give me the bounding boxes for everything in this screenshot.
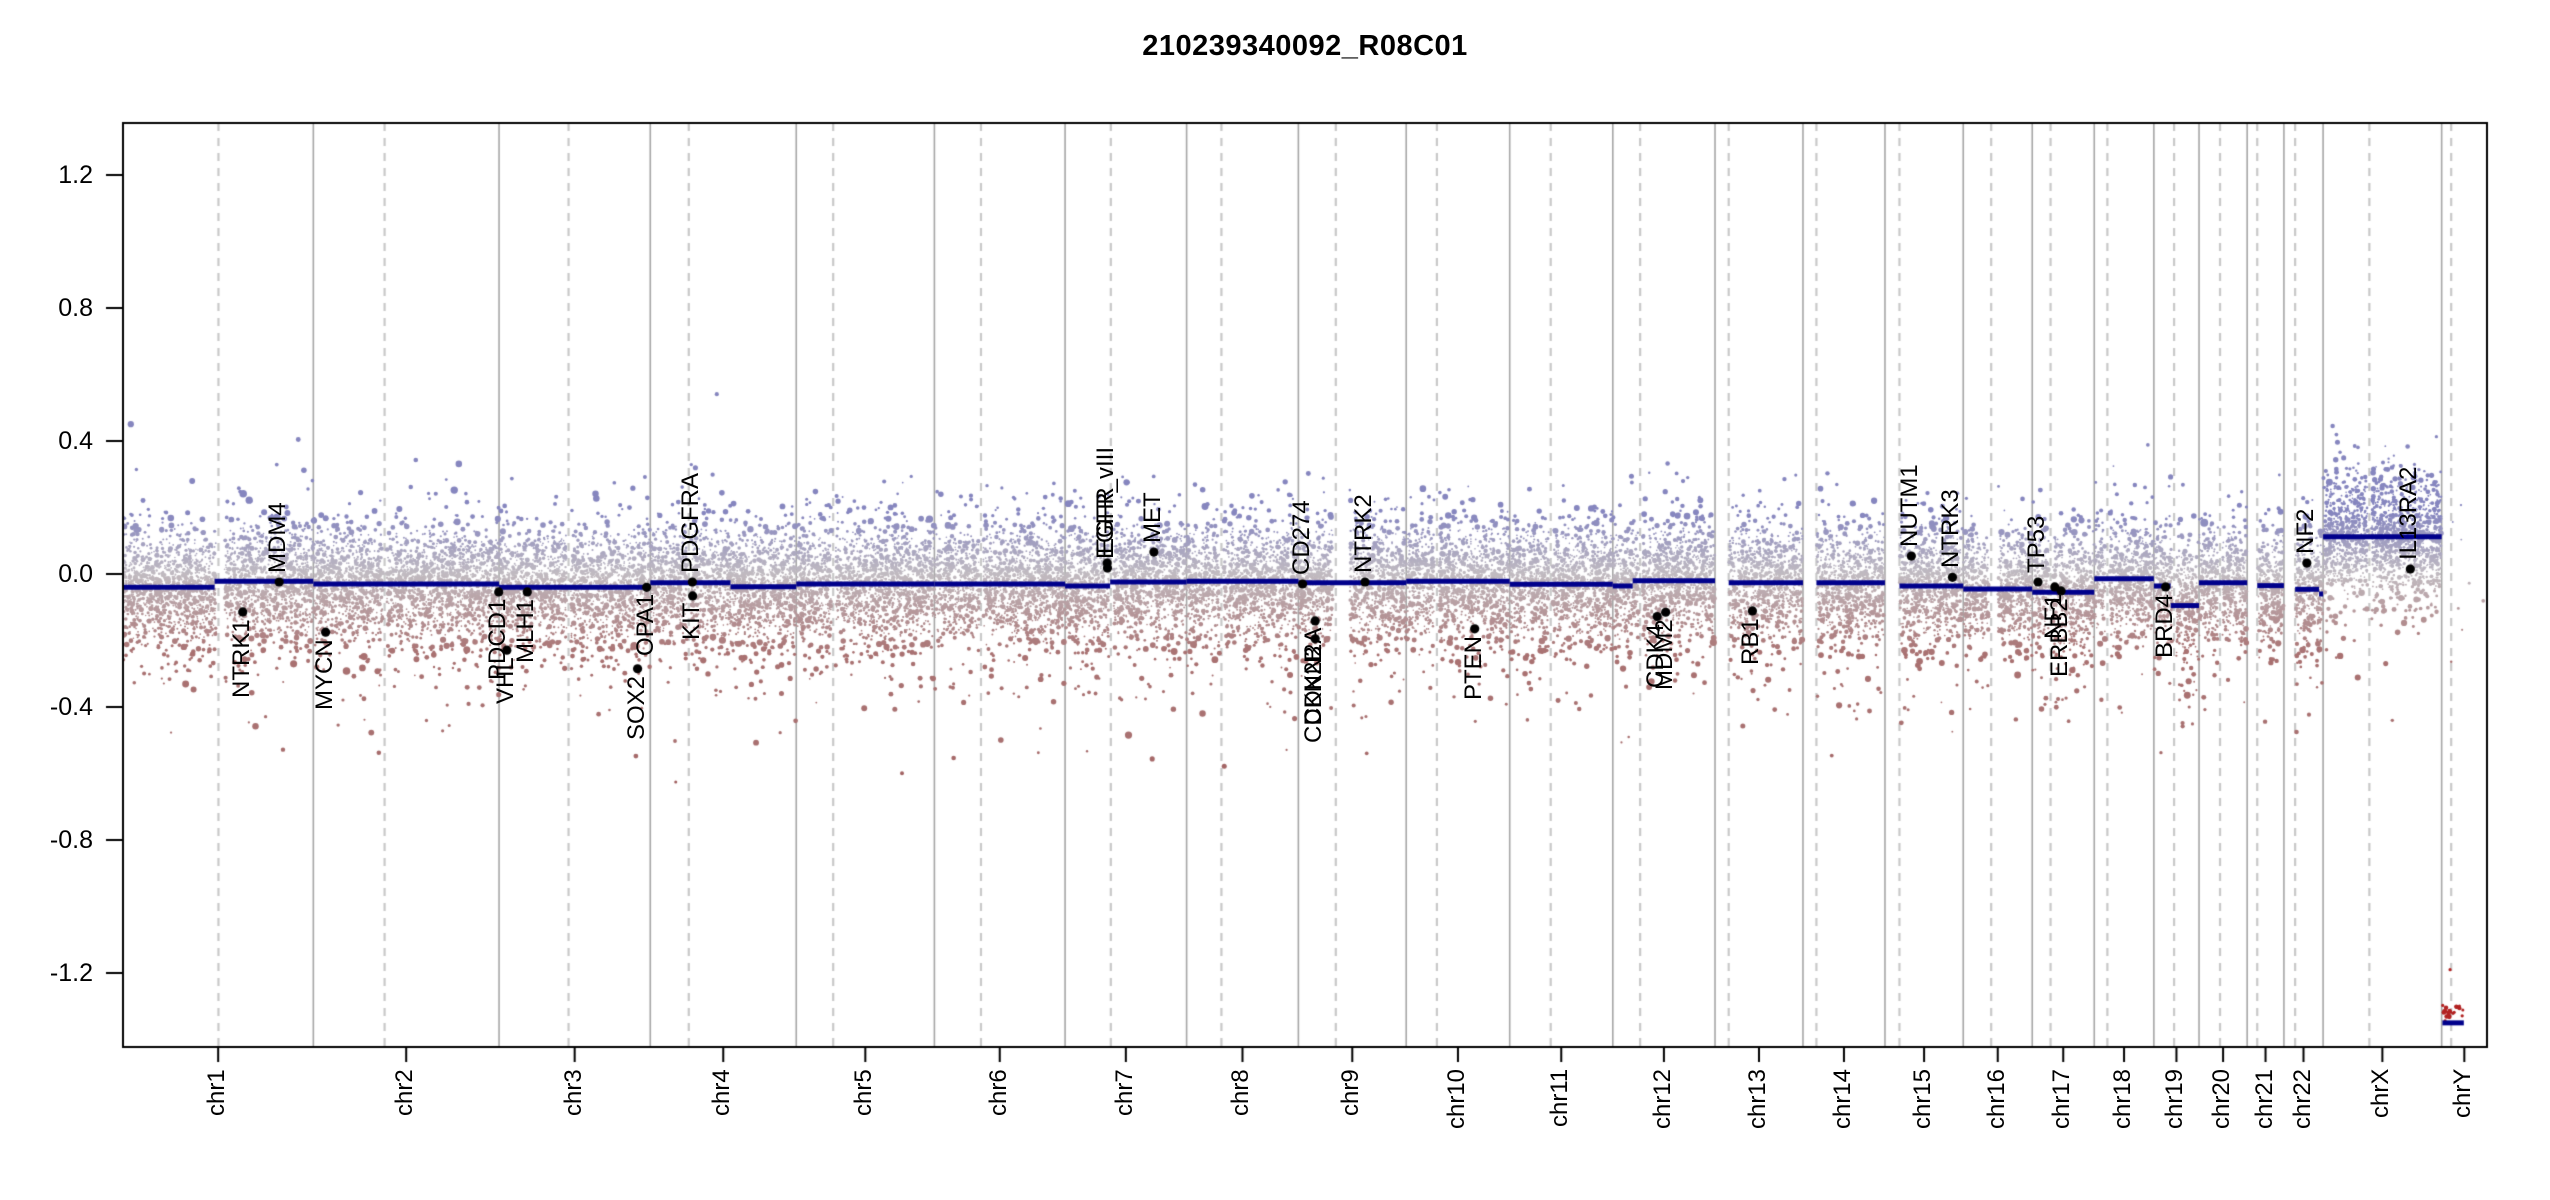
gene-label-ntrk1: NTRK1 [227,619,255,698]
gene-label-met: MET [1138,492,1166,544]
gene-label-mdm2: MDM2 [1650,619,1678,691]
gene-label-rb1: RB1 [1737,618,1765,665]
x-tick-label-chr6: chr6 [984,1069,1012,1116]
gene-label-egfr-viii: EGFR_vIII [1092,446,1120,559]
gene-label-brd4: BRD4 [2150,593,2178,658]
x-tick-label-chr21: chr21 [2250,1068,2278,1129]
gene-label-tp53: TP53 [2023,515,2051,573]
x-tick-label-chr10: chr10 [1442,1068,1470,1129]
x-tick-label-chr1: chr1 [203,1069,231,1116]
gene-label-cd274: CD274 [1287,500,1315,575]
x-tick-label-chr15: chr15 [1909,1068,1937,1129]
gene-label-ntrk2: NTRK2 [1350,494,1378,573]
y-tick-label: 0.8 [58,294,93,322]
y-tick-label: 0.4 [58,427,93,455]
x-tick-label-chr20: chr20 [2208,1068,2236,1129]
x-tick-label-chr18: chr18 [2109,1068,2137,1129]
gene-label-sox2: SOX2 [622,675,650,740]
x-tick-label-chr22: chr22 [2288,1068,2316,1129]
gene-label-il13ra2: IL13RA2 [2395,466,2423,560]
plot-title: 210239340092_R08C01 [1142,30,1468,62]
y-tick-label: -1.2 [49,959,93,987]
x-tick-label-chr17: chr17 [2048,1068,2076,1129]
x-tick-label-chrX: chrX [2367,1068,2395,1118]
gene-label-mlh1: MLH1 [512,598,540,663]
x-tick-label-chr7: chr7 [1110,1069,1138,1116]
gene-label-opa1: OPA1 [631,594,659,657]
gene-label-erbb2: ERBB2 [2046,598,2074,677]
gene-label-ntrk3: NTRK3 [1937,489,1965,569]
x-tick-label-chr3: chr3 [559,1069,587,1116]
gene-label-pten: PTEN [1459,635,1487,700]
x-tick-label-chr14: chr14 [1828,1068,1856,1129]
y-tick-label: 1.2 [58,161,93,189]
x-tick-label-chr9: chr9 [1337,1069,1365,1116]
x-tick-label-chr16: chr16 [1982,1068,2010,1129]
gene-label-nf2: NF2 [2291,508,2319,555]
x-tick-label-chr19: chr19 [2161,1068,2189,1129]
gene-label-nutm1: NUTM1 [1896,464,1924,548]
y-tick-label: 0.0 [58,560,93,588]
x-tick-label-chr8: chr8 [1227,1069,1255,1116]
x-tick-label-chr5: chr5 [850,1069,878,1116]
y-tick-label: -0.8 [49,826,93,854]
y-tick-label: -0.4 [49,693,93,721]
x-tick-label-chr4: chr4 [708,1069,736,1116]
gene-label-mdm4: MDM4 [264,502,292,573]
gene-label-mycn: MYCN [310,639,338,711]
x-tick-label-chr13: chr13 [1743,1068,1771,1129]
gene-label-vhl: VHL [491,657,519,705]
gene-label-pdgfra: PDGFRA [677,472,705,573]
x-tick-label-chrY: chrY [2449,1068,2477,1118]
gene-label-cdkn2b: CDKN2B [1300,645,1328,743]
x-tick-label-chr2: chr2 [391,1069,419,1116]
x-tick-label-chr11: chr11 [1546,1068,1574,1127]
x-tick-label-chr12: chr12 [1648,1068,1676,1129]
gene-label-kit: KIT [677,602,705,640]
